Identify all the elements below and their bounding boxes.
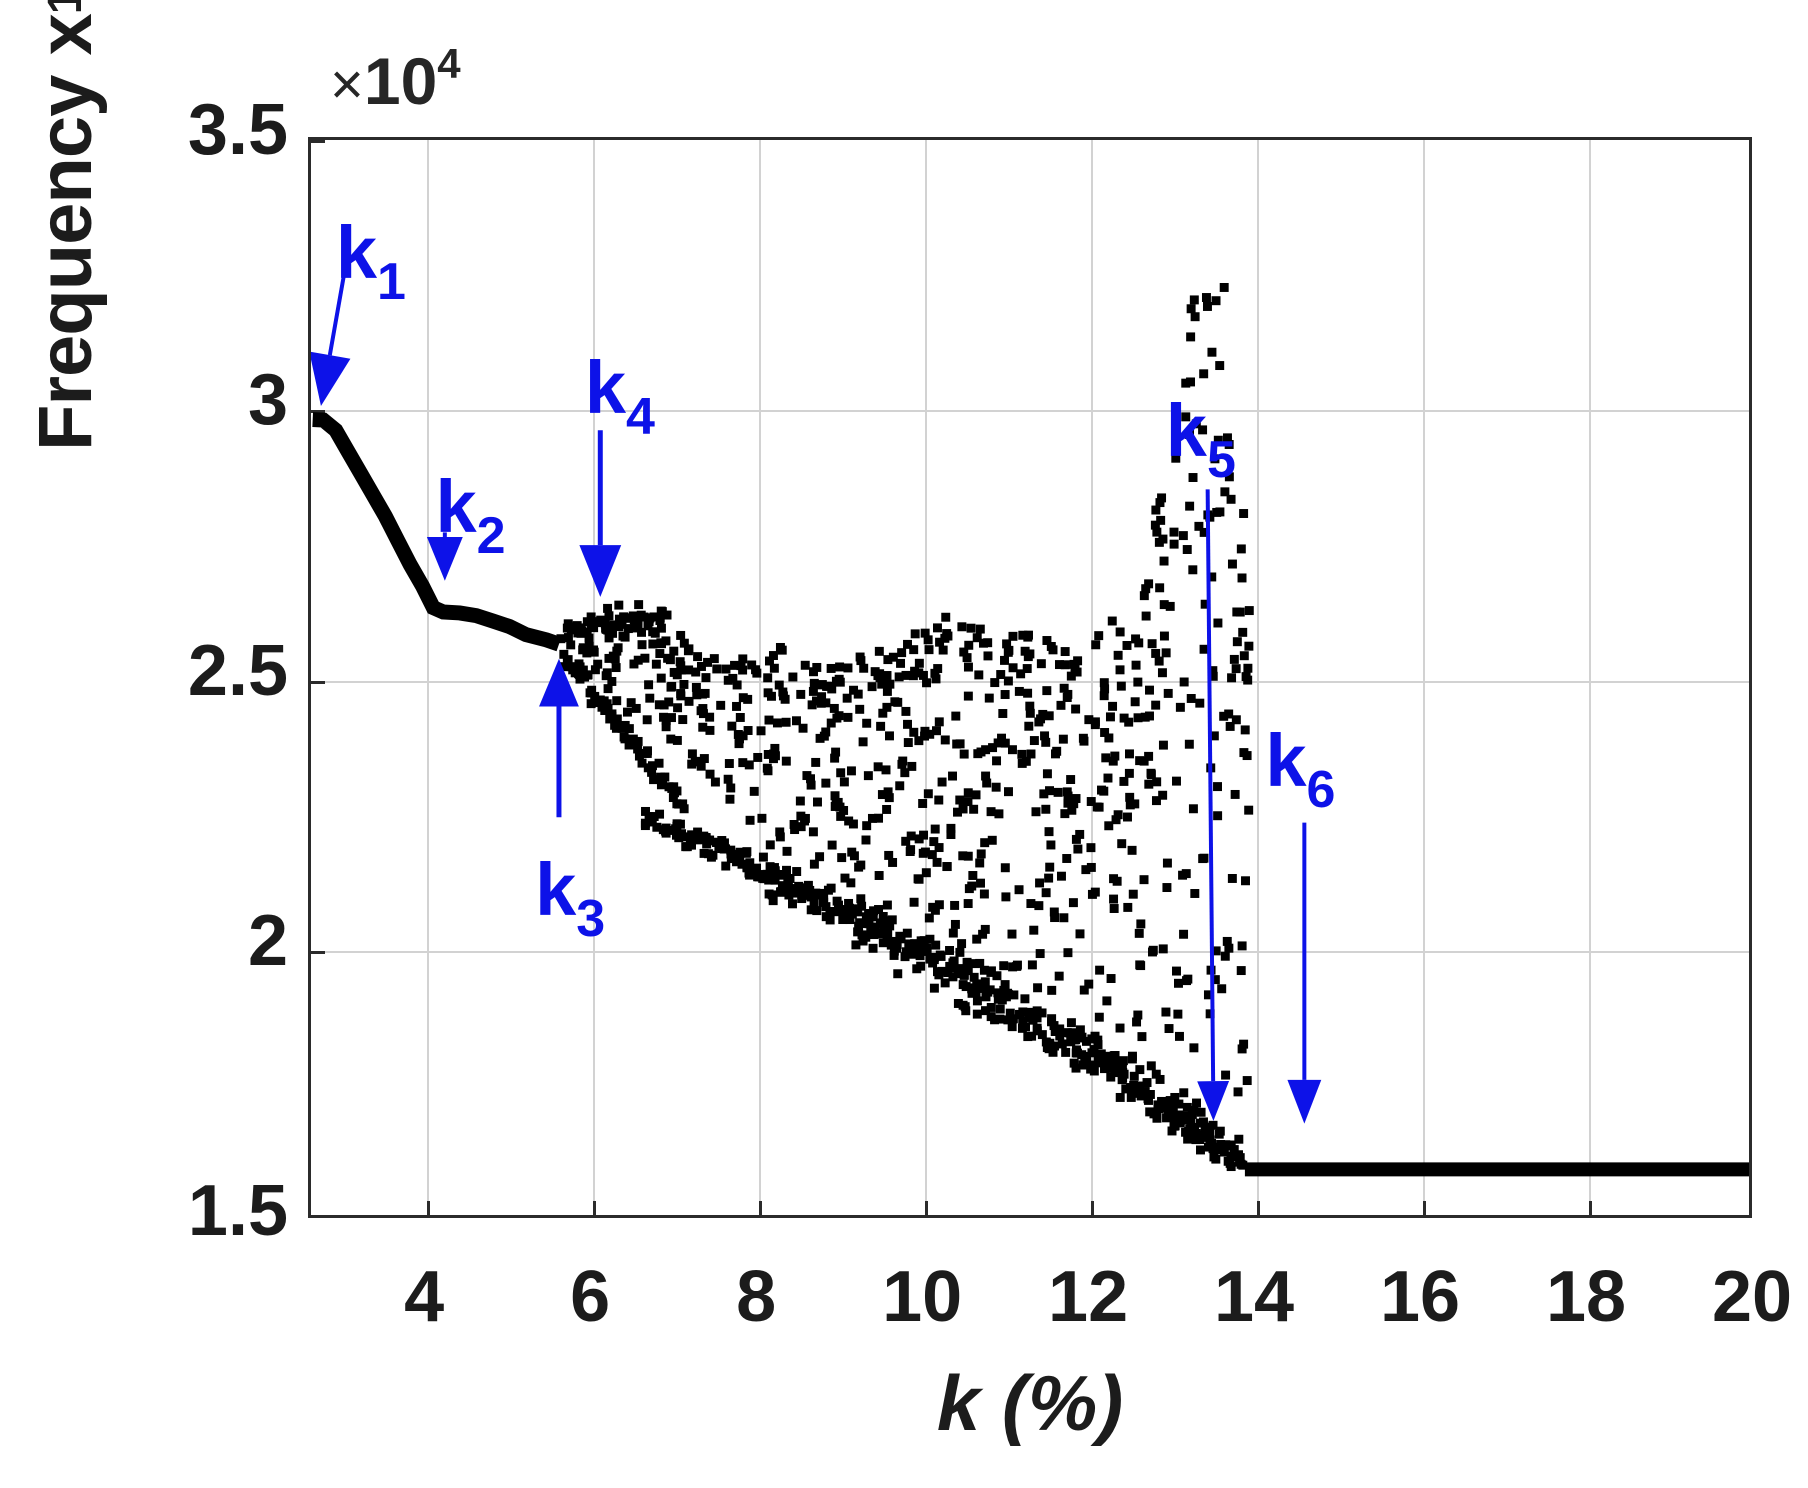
gridline-horizontal	[311, 410, 1749, 413]
plot-area: k1 k2 k3 k4 k5 k6	[308, 137, 1752, 1218]
gridline-horizontal	[311, 950, 1749, 953]
gridline-vertical	[593, 140, 596, 1215]
x-tick-mark	[1091, 1201, 1095, 1215]
gridline-vertical	[925, 140, 928, 1215]
annotation-label-k2: k2	[435, 469, 506, 565]
x-tick-mark	[1589, 1201, 1593, 1215]
data-canvas	[311, 274, 1749, 1177]
annotation-label-k5: k5	[1166, 394, 1236, 486]
y-axis-title: Frequency x1 (Hz)	[10, 0, 120, 700]
exponent-power: 4	[437, 40, 461, 87]
arrow-head-k3	[539, 658, 579, 707]
x-tick-mark	[1257, 1201, 1261, 1215]
annotation-letter: k	[584, 345, 627, 429]
y-tick-label: 3.5	[187, 90, 288, 170]
x-tick-label: 8	[736, 1257, 777, 1337]
gridline-vertical	[427, 140, 430, 1215]
scatter-points	[556, 283, 1254, 1172]
x-tick-mark	[593, 1201, 597, 1215]
gridline-horizontal	[311, 680, 1749, 683]
y-tick-mark	[311, 410, 325, 414]
gridline-vertical	[759, 140, 762, 1215]
y-tick-mark	[311, 140, 325, 143]
annotation-letter: k	[1165, 389, 1207, 473]
annotation-letter: k	[335, 210, 378, 294]
x-tick-label: 12	[1048, 1257, 1129, 1337]
axis-exponent-label: ×104	[330, 40, 461, 119]
y-axis-title-subscript: 1	[38, 0, 92, 15]
annotation-subscript: 3	[576, 890, 606, 949]
y-axis-title-main: Frequency x	[22, 14, 108, 451]
arrow-head-k5	[1197, 1081, 1230, 1121]
x-tick-mark	[1423, 1201, 1427, 1215]
gridline-vertical	[1423, 140, 1426, 1215]
annotation-subscript: 1	[377, 252, 406, 311]
arrow-head-k1	[311, 351, 351, 407]
annotation-label-k4: k4	[585, 350, 655, 446]
annotation-label-k3: k3	[535, 853, 605, 945]
x-tick-mark	[925, 1201, 929, 1215]
multiply-icon: ×	[330, 52, 364, 118]
annotation-letter: k	[1265, 718, 1307, 802]
gridline-vertical	[1257, 140, 1260, 1215]
x-tick-label: 6	[570, 1257, 611, 1337]
arrow-head-k4	[579, 545, 622, 597]
annotation-subscript: 4	[626, 387, 655, 446]
x-tick-mark	[427, 1201, 431, 1215]
x-axis-title: k (%)	[936, 1359, 1124, 1447]
y-tick-label: 3	[247, 360, 288, 441]
x-tick-mark	[759, 1201, 763, 1215]
annotation-label-k1: k1	[336, 215, 406, 311]
x-tick-label: 16	[1379, 1257, 1461, 1337]
annotation-letter: k	[435, 464, 477, 548]
y-tick-mark	[311, 950, 325, 954]
y-tick-label: 1.5	[187, 1171, 288, 1251]
gridline-vertical	[1589, 140, 1592, 1215]
x-tick-label: 20	[1711, 1257, 1793, 1337]
annotation-subscript: 2	[476, 506, 506, 565]
annotation-label-k6: k6	[1265, 723, 1336, 819]
annotation-subscript: 5	[1206, 430, 1236, 489]
x-tick-label: 14	[1214, 1257, 1295, 1337]
y-tick-label: 2.5	[187, 630, 288, 711]
x-tick-label: 18	[1545, 1257, 1627, 1337]
annotation-letter: k	[535, 848, 577, 932]
y-tick-mark	[311, 680, 325, 684]
arrow-shaft-k5	[1205, 489, 1216, 1082]
annotation-subscript: 6	[1306, 760, 1336, 819]
x-tick-label: 4	[404, 1257, 445, 1337]
gridline-vertical	[1091, 140, 1094, 1215]
x-tick-label: 10	[882, 1257, 963, 1337]
y-tick-label: 2	[247, 900, 288, 981]
exponent-base: 10	[363, 44, 438, 119]
arrow-head-k6	[1287, 1079, 1322, 1124]
